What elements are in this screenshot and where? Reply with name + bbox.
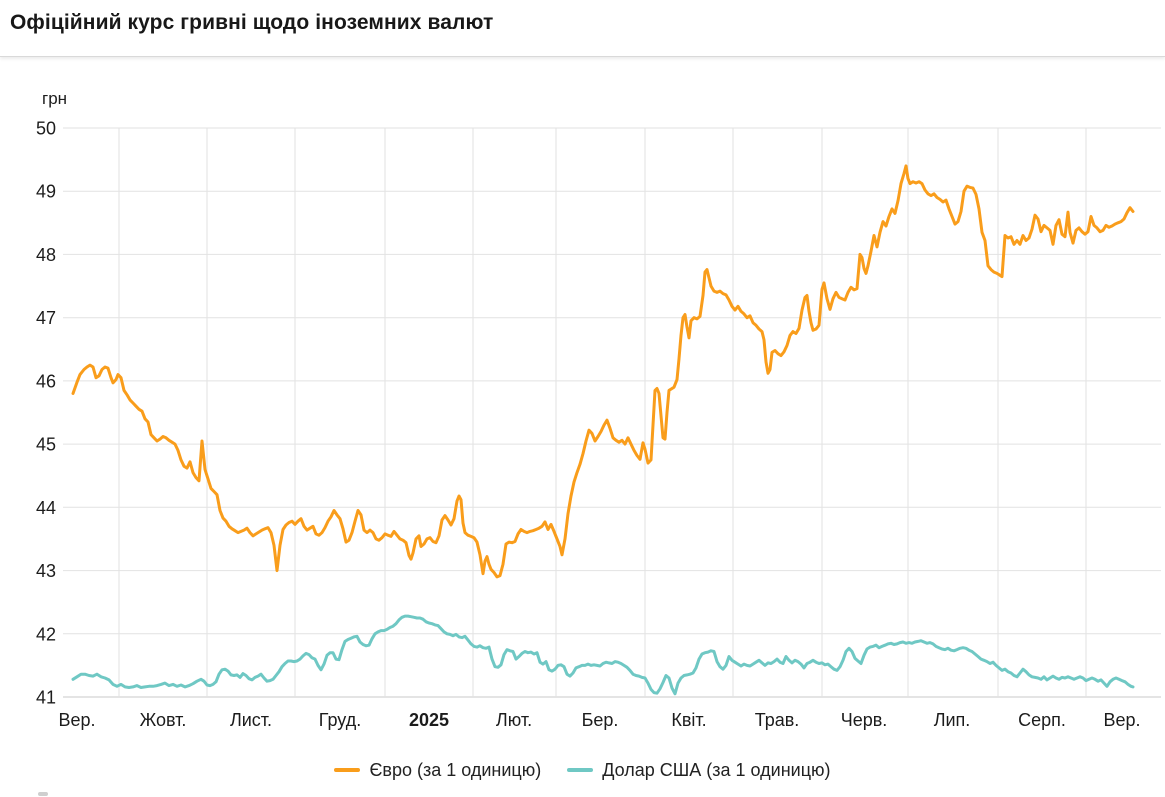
usd-line	[71, 614, 1135, 696]
x-tick-label: Лист.	[230, 710, 272, 730]
x-tick-label: Лют.	[496, 710, 532, 730]
y-tick-label: 42	[36, 624, 56, 644]
y-tick-label: 43	[36, 561, 56, 581]
legend-item-usd[interactable]: Долар США (за 1 одиницю)	[567, 759, 831, 781]
y-tick-label: 41	[36, 688, 56, 708]
legend-label-usd: Долар США (за 1 одиницю)	[602, 759, 831, 780]
x-tick-label: Лип.	[934, 710, 971, 730]
legend-item-euro[interactable]: Євро (за 1 одиницю)	[334, 760, 541, 781]
y-tick-label: 48	[36, 245, 56, 265]
x-tick-label: Бер.	[582, 710, 619, 730]
x-tick-label: Квіт.	[671, 710, 706, 730]
y-tick-label: 49	[36, 182, 56, 202]
y-tick-label: 44	[36, 498, 56, 518]
y-tick-label: 50	[36, 119, 56, 139]
chart-legend: Євро (за 1 одиницю) Долар США (за 1 один…	[0, 752, 1165, 788]
legend-label-euro: Євро (за 1 одиницю)	[369, 759, 542, 780]
page-title: Офіційний курс гривні щодо іноземних вал…	[10, 11, 494, 34]
usd-series-swatch	[567, 768, 594, 772]
horizontal-gridlines	[63, 127, 1161, 698]
x-tick-label: Груд.	[319, 710, 361, 730]
title-bar: Офіційний курс гривні щодо іноземних вал…	[0, 0, 1165, 57]
euro-line	[71, 164, 1135, 579]
vertical-gridlines	[118, 128, 1087, 697]
y-tick-label: 45	[36, 435, 56, 455]
y-axis-unit-label: грн	[42, 89, 67, 108]
x-tick-label: Жовт.	[140, 710, 187, 730]
y-tick-label: 46	[36, 371, 56, 391]
x-tick-label: Серп.	[1018, 710, 1066, 730]
x-tick-label: Вер.	[58, 710, 95, 730]
series-lines	[71, 164, 1135, 696]
cropped-content-edge	[38, 792, 48, 796]
x-tick-label: 2025	[409, 710, 449, 730]
euro-series-swatch	[334, 768, 361, 772]
y-tick-label: 47	[36, 308, 56, 328]
x-axis-labels: Вер. Жовт. Лист. Груд. 2025 Лют. Бер. Квіт. Трав…	[58, 710, 1140, 730]
x-tick-label: Трав.	[755, 710, 800, 730]
x-tick-label: Черв.	[841, 710, 888, 730]
x-tick-label: Вер.	[1103, 710, 1140, 730]
y-axis-labels: 50 49 48 47 46 45 44 43 42 41	[36, 119, 56, 708]
